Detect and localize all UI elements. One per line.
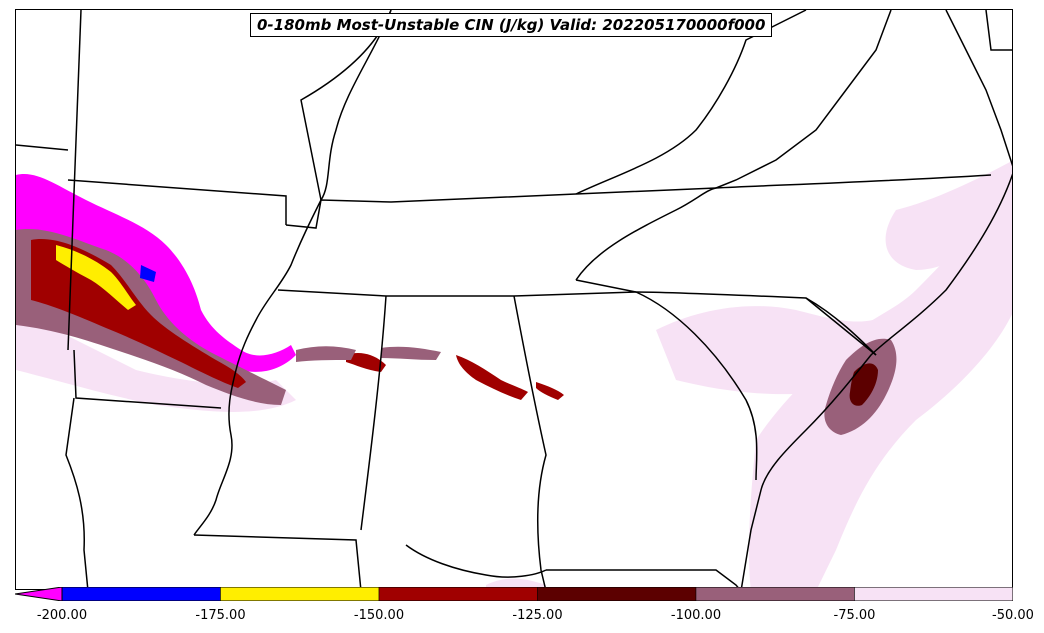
cin-field-light-gulf — [486, 578, 546, 589]
colorbar-segment — [220, 587, 380, 601]
state-line — [285, 199, 392, 229]
boundaries — [16, 10, 1012, 589]
cin-field-yellow-west — [56, 245, 136, 310]
colorbar — [15, 587, 1013, 601]
colorbar-tick-label: -100.00 — [670, 608, 722, 623]
state-line — [67, 179, 287, 225]
state-line — [985, 10, 1012, 51]
state-line — [360, 295, 387, 531]
cin-field-darkred-streaks — [346, 353, 564, 400]
colorbar-tick-label: -75.00 — [833, 608, 876, 623]
state-line — [945, 10, 1012, 167]
state-line — [805, 297, 877, 356]
mississippi-river — [193, 10, 392, 536]
colorbar-tick-label: -50.00 — [992, 608, 1034, 623]
colorbar-segment — [537, 587, 697, 601]
colorbar-under-extension — [15, 587, 63, 601]
colorbar-segment — [854, 587, 1013, 601]
state-line — [277, 289, 637, 297]
state-line — [65, 397, 89, 589]
colorbar-segment — [378, 587, 538, 601]
state-line — [513, 295, 547, 589]
colorbar-segment — [61, 587, 221, 601]
cin-field-darkred-carolina — [849, 363, 878, 406]
coastline — [405, 544, 547, 578]
state-line — [635, 291, 877, 356]
cin-field-blue-west — [140, 265, 156, 282]
map-canvas — [16, 10, 1012, 589]
map-title: 0-180mb Most-Unstable CIN (J/kg) Valid: … — [250, 13, 773, 37]
colorbar-segment — [695, 587, 855, 601]
colorbar-tick-label: -150.00 — [353, 608, 405, 623]
state-line — [575, 187, 717, 281]
coastline — [740, 173, 1012, 589]
colorbar-tick-label: -175.00 — [195, 608, 246, 623]
state-line — [16, 144, 69, 151]
state-line — [193, 534, 362, 589]
state-line — [635, 291, 758, 481]
cin-shading — [16, 161, 1012, 589]
state-line — [715, 10, 892, 189]
map-panel — [15, 9, 1013, 590]
colorbar-tick-label: -200.00 — [36, 608, 88, 623]
state-line — [575, 279, 637, 293]
colorbar-tick-label: -125.00 — [512, 608, 563, 623]
state-line — [73, 349, 222, 409]
cin-field-mauve-streaks — [296, 346, 441, 362]
cin-field-light-carolina — [885, 161, 1012, 270]
state-line — [575, 10, 807, 195]
state-line — [390, 174, 992, 203]
cin-field-magenta — [16, 174, 296, 372]
colorbar-outline — [61, 587, 1013, 601]
